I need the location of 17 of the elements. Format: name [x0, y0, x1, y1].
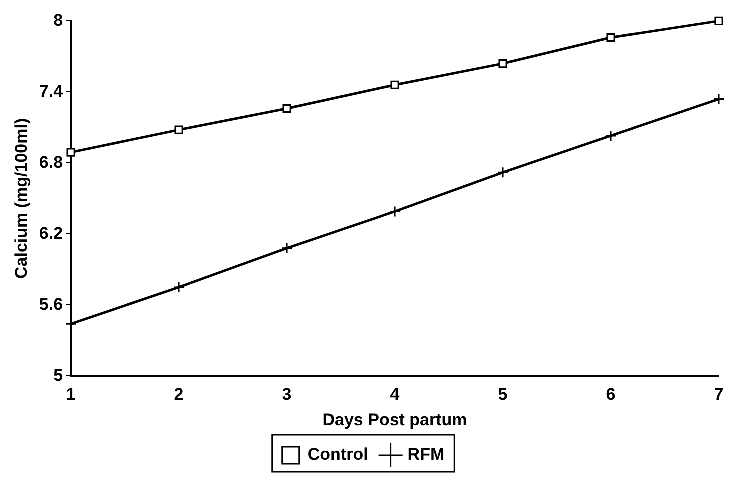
y-axis-title: Calcium (mg/100ml)	[12, 118, 31, 280]
y-tick-label: 8	[54, 10, 64, 30]
x-tick-label: 4	[390, 385, 400, 404]
x-tick-label: 5	[498, 385, 508, 404]
y-tick-label: 5.6	[39, 294, 64, 314]
x-tick-label: 1	[66, 385, 76, 404]
legend-label: Control	[308, 445, 368, 464]
y-tick-label: 7.4	[39, 82, 64, 101]
y-tick-label: 6.8	[39, 152, 64, 172]
legend-label: RFM	[408, 445, 445, 464]
x-tick-label: 3	[282, 385, 292, 404]
y-tick-label: 5	[54, 366, 64, 385]
x-axis-title: Days Post partum	[322, 410, 468, 430]
x-tick-label: 6	[606, 385, 616, 404]
x-tick-label: 2	[174, 385, 184, 404]
y-tick-label: 6.2	[39, 224, 64, 243]
x-tick-label: 7	[714, 385, 724, 404]
